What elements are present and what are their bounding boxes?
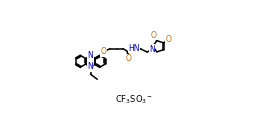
Text: N: N — [88, 51, 93, 60]
Text: N: N — [88, 62, 93, 71]
Text: HN: HN — [129, 44, 140, 53]
Text: +: + — [90, 63, 94, 68]
Text: O: O — [165, 35, 171, 44]
Text: O: O — [151, 31, 157, 40]
Text: N: N — [149, 45, 155, 54]
Text: CF$_3$SO$_3$$^-$: CF$_3$SO$_3$$^-$ — [115, 94, 154, 106]
Text: O: O — [126, 54, 131, 63]
Text: O: O — [101, 47, 107, 56]
